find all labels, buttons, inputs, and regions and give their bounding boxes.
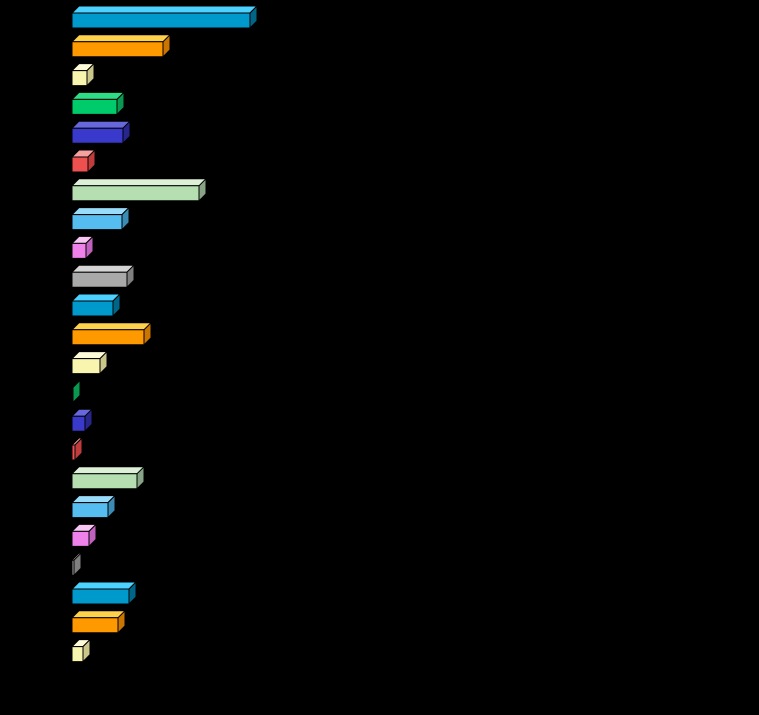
bar-11 <box>71 293 121 317</box>
bar-front-face <box>71 386 74 403</box>
bar-front-face <box>71 502 109 519</box>
bar-front-face <box>71 41 164 58</box>
bar-23 <box>71 639 91 663</box>
bar-10 <box>71 264 135 288</box>
bar-9 <box>71 235 94 259</box>
bar-side-face <box>72 379 81 403</box>
bar-front-face <box>71 415 86 432</box>
bar-16 <box>71 437 83 461</box>
bar-2 <box>71 34 171 58</box>
bar-front-face <box>71 444 76 461</box>
bar-front-face <box>71 98 118 115</box>
bar-front-face <box>71 588 130 605</box>
bar-front-face <box>71 12 251 29</box>
bar-top-face <box>71 466 145 475</box>
bar-22 <box>71 610 126 634</box>
bar-6 <box>71 149 96 173</box>
bar-top-face <box>71 178 207 187</box>
bar-top-face <box>71 293 121 302</box>
bar-top-face <box>71 581 137 590</box>
bar-13 <box>71 351 108 375</box>
bar-15 <box>71 408 93 432</box>
bar-front-face <box>71 559 75 576</box>
bar-front-face <box>71 127 124 144</box>
bar-front-face <box>71 271 128 288</box>
bar-top-face <box>71 120 131 129</box>
bar-5 <box>71 120 131 144</box>
bar-front-face <box>71 70 88 87</box>
bar-4 <box>71 91 125 115</box>
bar-3 <box>71 63 95 87</box>
bar-top-face <box>71 610 126 619</box>
bar-7 <box>71 178 207 202</box>
bar-20 <box>71 552 82 576</box>
bar-front-face <box>71 358 101 375</box>
bar-front-face <box>71 214 123 231</box>
bar-front-face <box>71 156 89 173</box>
bar-top-face <box>71 322 152 331</box>
bar-8 <box>71 207 130 231</box>
bar-top-face <box>71 91 125 100</box>
bar-14 <box>71 379 81 403</box>
bar-12 <box>71 322 152 346</box>
bar-top-face <box>71 264 135 273</box>
bar-1 <box>71 5 258 29</box>
bar-19 <box>71 523 97 547</box>
bar-17 <box>71 466 145 490</box>
bar-front-face <box>71 242 87 259</box>
bar-top-face <box>71 34 171 43</box>
bar-front-face <box>71 646 84 663</box>
bar-front-face <box>71 473 138 490</box>
bar-front-face <box>71 617 119 634</box>
bar-top-face <box>71 5 258 14</box>
bar-18 <box>71 495 116 519</box>
bar-front-face <box>71 185 200 202</box>
bar-21 <box>71 581 137 605</box>
bar-front-face <box>71 300 114 317</box>
bar-front-face <box>71 329 145 346</box>
bar-top-face <box>71 207 130 216</box>
bar-front-face <box>71 530 90 547</box>
